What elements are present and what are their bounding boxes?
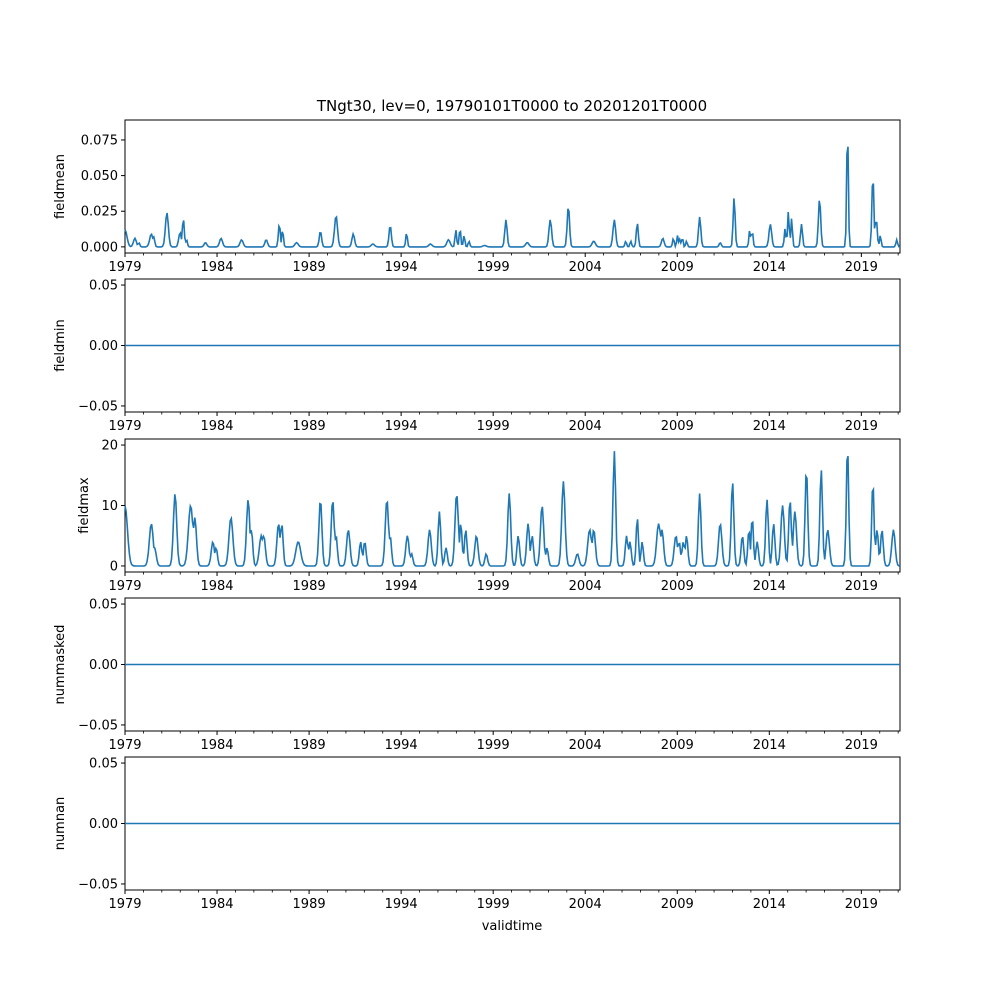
subplot-fieldmin: −0.05 0.00 0.05 1979 1984 1989 1994 1999 2004 200…: [53, 278, 901, 434]
x-tick-label: 1999: [477, 419, 510, 434]
x-tick-label: 2004: [569, 738, 602, 753]
series-line-fieldmax: [124, 451, 901, 568]
x-tick-label: 1979: [108, 579, 141, 594]
x-tick-label: 2009: [661, 419, 694, 434]
x-tick-label: 2009: [661, 897, 694, 912]
y-axis-label: fieldmax: [77, 477, 92, 534]
y-axis-label: fieldmin: [53, 319, 68, 372]
subplot-fieldmax: 0 10 20 1979 1984 1989 1994 1999 2004 2009 2014 201…: [77, 438, 901, 594]
x-tick-label: 1994: [385, 738, 418, 753]
y-axis-label: fieldmean: [53, 154, 68, 219]
x-tick-label: 1994: [385, 419, 418, 434]
y-tick-label: 0.075: [81, 133, 118, 148]
x-tick-label: 1994: [385, 897, 418, 912]
x-tick-label: 1979: [108, 738, 141, 753]
x-tick-label: 1989: [293, 260, 326, 275]
x-tick-label: 2004: [569, 579, 602, 594]
y-tick-label: −0.05: [78, 718, 118, 733]
y-tick-label: 20: [101, 439, 118, 454]
x-tick-label: 1984: [200, 260, 233, 275]
y-axis-label: numnan: [53, 797, 68, 851]
x-tick-label: 1989: [293, 419, 326, 434]
y-tick-label: 0.00: [89, 817, 118, 832]
x-tick-label: 1984: [200, 897, 233, 912]
x-tick-label: 1999: [477, 260, 510, 275]
y-tick-label: 0.05: [89, 279, 118, 294]
y-tick-label: 10: [101, 499, 118, 514]
subplot-numnan: −0.05 0.00 0.05 1979 1984 1989 1994 1999 2004 200…: [53, 756, 901, 912]
x-axis-label: validtime: [482, 919, 543, 934]
x-tick-label: 2009: [661, 260, 694, 275]
x-tick-label: 2004: [569, 419, 602, 434]
x-tick-label: 2019: [845, 419, 878, 434]
x-tick-label: 2019: [845, 897, 878, 912]
x-tick-label: 1984: [200, 579, 233, 594]
y-tick-label: 0.000: [81, 240, 118, 255]
x-tick-label: 2009: [661, 579, 694, 594]
x-tick-label: 1989: [293, 579, 326, 594]
x-tick-label: 1999: [477, 579, 510, 594]
x-tick-label: 1999: [477, 738, 510, 753]
x-tick-label: 1984: [200, 738, 233, 753]
x-tick-label: 1984: [200, 419, 233, 434]
x-tick-label: 2019: [845, 579, 878, 594]
x-tick-label: 2014: [753, 579, 786, 594]
y-tick-label: 0.05: [89, 598, 118, 613]
x-tick-label: 2019: [845, 260, 878, 275]
y-tick-label: 0.05: [89, 757, 118, 772]
x-tick-label: 2019: [845, 738, 878, 753]
y-tick-label: 0.00: [89, 658, 118, 673]
y-tick-label: 0.025: [81, 205, 118, 220]
series-line-fieldmean: [124, 146, 901, 250]
y-tick-label: 0: [110, 559, 118, 574]
y-tick-label: 0.050: [81, 169, 118, 184]
x-tick-label: 2014: [753, 738, 786, 753]
x-tick-label: 2014: [753, 260, 786, 275]
subplot-nummasked: −0.05 0.00 0.05 1979 1984 1989 1994 1999 2004 200…: [53, 597, 901, 753]
x-tick-label: 2009: [661, 738, 694, 753]
y-tick-label: −0.05: [78, 877, 118, 892]
figure-title: TNgt30, lev=0, 19790101T0000 to 20201201…: [316, 97, 707, 115]
y-axis-label: nummasked: [53, 625, 68, 705]
x-tick-label: 1989: [293, 738, 326, 753]
subplot-fieldmean: 0.000 0.025 0.050 0.075 1979 1984 1989 1994 1999…: [53, 119, 901, 275]
x-tick-label: 2004: [569, 897, 602, 912]
x-tick-label: 1979: [108, 419, 141, 434]
x-tick-label: 1999: [477, 897, 510, 912]
y-tick-label: 0.00: [89, 339, 118, 354]
y-tick-label: −0.05: [78, 399, 118, 414]
axes-frame: [124, 119, 901, 254]
x-tick-label: 2014: [753, 897, 786, 912]
x-tick-label: 2014: [753, 419, 786, 434]
x-tick-label: 1979: [108, 260, 141, 275]
x-tick-label: 1989: [293, 897, 326, 912]
x-tick-label: 1979: [108, 897, 141, 912]
x-tick-label: 2004: [569, 260, 602, 275]
x-tick-label: 1994: [385, 260, 418, 275]
x-tick-label: 1994: [385, 579, 418, 594]
